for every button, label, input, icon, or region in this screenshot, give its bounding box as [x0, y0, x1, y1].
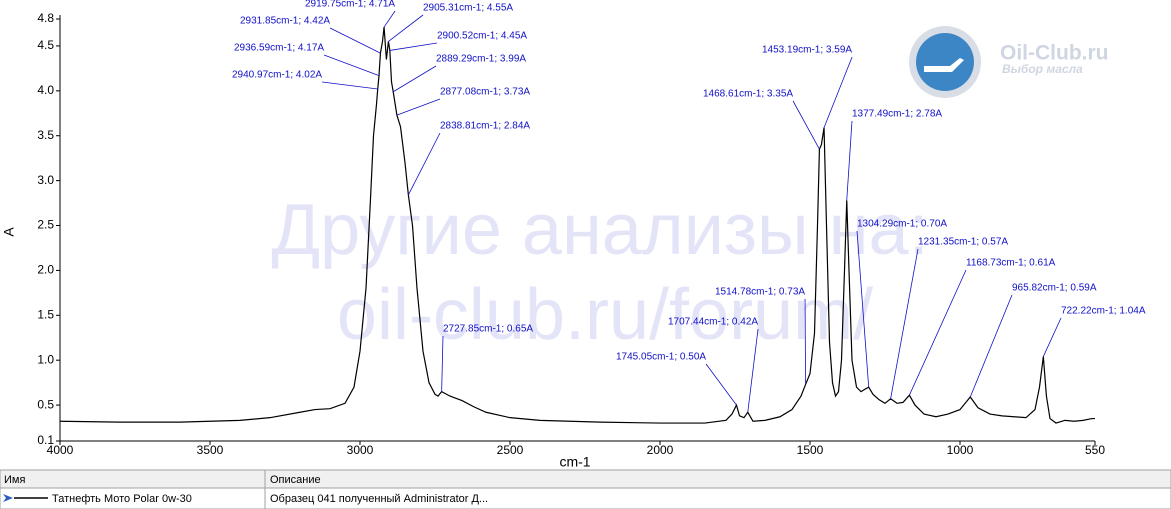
peak-label: 2936.59cm-1; 4.17A — [234, 42, 324, 53]
peak-leader — [396, 98, 441, 116]
peak-label: 1377.49cm-1; 2.78A — [852, 108, 942, 119]
peak-label: 1514.78cm-1; 0.73A — [715, 286, 805, 297]
logo-disc — [916, 33, 974, 91]
table-header — [0, 469, 1171, 489]
header-description: Описание — [270, 474, 321, 486]
peak-label: 2727.85cm-1; 0.65A — [443, 323, 533, 334]
peak-leader — [329, 27, 381, 54]
y-tick-label: 3.5 — [37, 128, 54, 142]
peak-label: 1453.19cm-1; 3.59A — [762, 44, 852, 55]
x-axis-label: cm-1 — [559, 454, 590, 470]
logo-subtitle: Выбор масла — [1002, 62, 1083, 76]
peak-leader — [747, 328, 759, 413]
y-tick-label: 3.0 — [37, 173, 54, 187]
peak-leader — [389, 42, 438, 51]
peak-leader — [705, 363, 737, 406]
y-tick-label: 2.5 — [37, 218, 54, 232]
peak-label: 965.82cm-1; 0.59A — [1012, 282, 1097, 293]
x-tick-label: 1500 — [797, 443, 824, 457]
peak-leader — [393, 65, 437, 93]
y-tick-label: 4.0 — [37, 83, 54, 97]
logo-title: Oil-Club.ru — [1000, 42, 1109, 65]
legend-label[interactable]: Татнефть Мото Polar 0w-30 — [52, 493, 192, 505]
peak-leader — [823, 56, 853, 128]
peak-leader — [856, 230, 870, 388]
peak-leader — [388, 14, 424, 42]
peak-label: 2900.52cm-1; 4.45A — [437, 30, 527, 41]
peak-label: 2838.81cm-1; 2.84A — [440, 120, 530, 131]
peak-label: 2940.97cm-1; 4.02A — [232, 69, 322, 80]
x-tick-label: 4000 — [47, 443, 74, 457]
peak-leader — [383, 10, 396, 28]
y-tick-label: 0.1 — [37, 433, 54, 447]
y-tick-label: 4.8 — [37, 11, 54, 25]
peak-leader — [792, 100, 820, 150]
watermark: oil-club.ru/forum/ — [337, 275, 873, 355]
y-tick-label: 1.5 — [37, 307, 54, 321]
x-tick-label: 550 — [1085, 443, 1105, 457]
sample-table: Имя Описание Татнефть Мото Polar 0w-30 О… — [0, 469, 1171, 509]
peak-leader — [1042, 317, 1062, 357]
peak-label: 1468.61cm-1; 3.35A — [703, 88, 793, 99]
y-tick-label: 1.0 — [37, 352, 54, 366]
peak-leader — [441, 335, 444, 392]
peak-label: 722.22cm-1; 1.04A — [1061, 305, 1146, 316]
peak-leader — [846, 120, 853, 201]
peak-leader — [804, 298, 806, 385]
x-tick-label: 2500 — [497, 443, 524, 457]
peak-leader — [322, 81, 378, 90]
y-tick-label: 2.0 — [37, 263, 54, 277]
y-axis-label: A — [1, 227, 17, 237]
y-tick-label: 0.5 — [37, 397, 54, 411]
peak-leader — [890, 248, 919, 399]
y-tick-label: 4.5 — [37, 38, 54, 52]
peak-leader — [408, 132, 441, 196]
peak-label: 1745.05cm-1; 0.50A — [616, 351, 706, 362]
spectrum-line — [59, 27, 1095, 424]
x-tick-label: 3000 — [347, 443, 374, 457]
x-tick-label: 2000 — [647, 443, 674, 457]
peak-leader — [323, 54, 380, 76]
peak-leader — [969, 294, 1013, 398]
x-tick-label: 1000 — [947, 443, 974, 457]
peak-label: 2877.08cm-1; 3.73A — [440, 86, 530, 97]
description: Образец 041 полученный Administrator Д..… — [270, 493, 488, 505]
peak-label: 1231.35cm-1; 0.57A — [918, 236, 1008, 247]
peak-label: 2889.29cm-1; 3.99A — [436, 53, 526, 64]
header-name: Имя — [4, 474, 25, 486]
watermark: Другие анализы на: — [271, 190, 928, 270]
logo: Oil-Club.ru Выбор масла — [909, 26, 1109, 98]
peak-label: 1168.73cm-1; 0.61A — [966, 257, 1056, 268]
row-marker — [3, 494, 13, 502]
logo-can — [924, 58, 964, 72]
peak-label: 2905.31cm-1; 4.55A — [423, 2, 513, 13]
peak-label: 2919.75cm-1; 4.71A — [305, 0, 395, 9]
peak-label: 1707.44cm-1; 0.42A — [668, 316, 758, 327]
x-tick-label: 3500 — [197, 443, 224, 457]
peak-label: 2931.85cm-1; 4.42A — [240, 15, 330, 26]
peak-label: 1304.29cm-1; 0.70A — [857, 218, 947, 229]
peak-leader — [909, 269, 967, 396]
